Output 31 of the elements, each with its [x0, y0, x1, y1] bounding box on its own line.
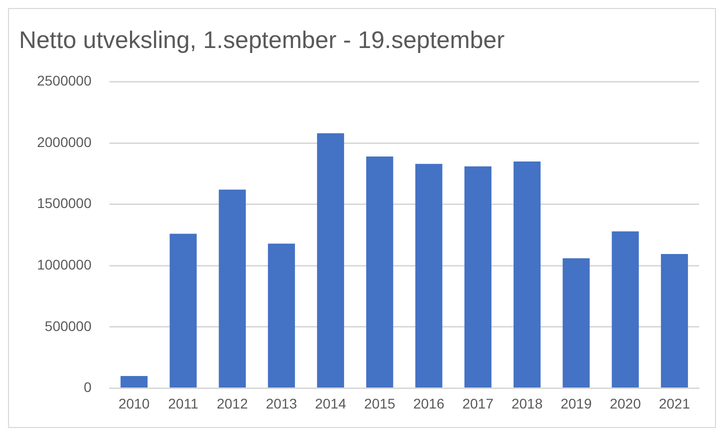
bar — [120, 376, 148, 388]
x-tick-label: 2019 — [560, 395, 592, 412]
x-tick-label: 2011 — [168, 395, 198, 412]
x-tick-label: 2012 — [216, 395, 248, 412]
x-tick-label: 2013 — [266, 395, 298, 412]
bar — [562, 258, 590, 388]
bar — [170, 234, 197, 388]
x-tick-label: 2015 — [364, 395, 396, 412]
y-tick-label: 2500000 — [36, 72, 92, 89]
bar — [612, 231, 639, 388]
x-tick-label: 2020 — [610, 395, 642, 412]
bar — [366, 156, 394, 388]
bar — [660, 254, 688, 388]
bar — [218, 190, 246, 388]
y-tick-label: 2000000 — [36, 134, 92, 150]
bar — [415, 164, 442, 388]
chart-title: Netto utveksling, 1.september - 19.september — [19, 27, 505, 54]
x-tick-label: 2017 — [462, 395, 494, 412]
y-tick-label: 0 — [84, 379, 92, 396]
bar — [514, 161, 541, 388]
x-tick-label: 2018 — [511, 395, 543, 412]
bar — [317, 133, 344, 388]
bar — [268, 244, 295, 388]
y-tick-label: 500000 — [44, 318, 92, 334]
bar — [464, 166, 492, 388]
x-tick-label: 2010 — [118, 395, 150, 412]
x-tick-label: 2014 — [314, 395, 346, 412]
x-tick-label: 2021 — [658, 395, 690, 412]
x-tick-label: 2016 — [413, 395, 445, 412]
y-tick-label: 1000000 — [36, 256, 92, 272]
y-tick-label: 1500000 — [36, 195, 92, 212]
